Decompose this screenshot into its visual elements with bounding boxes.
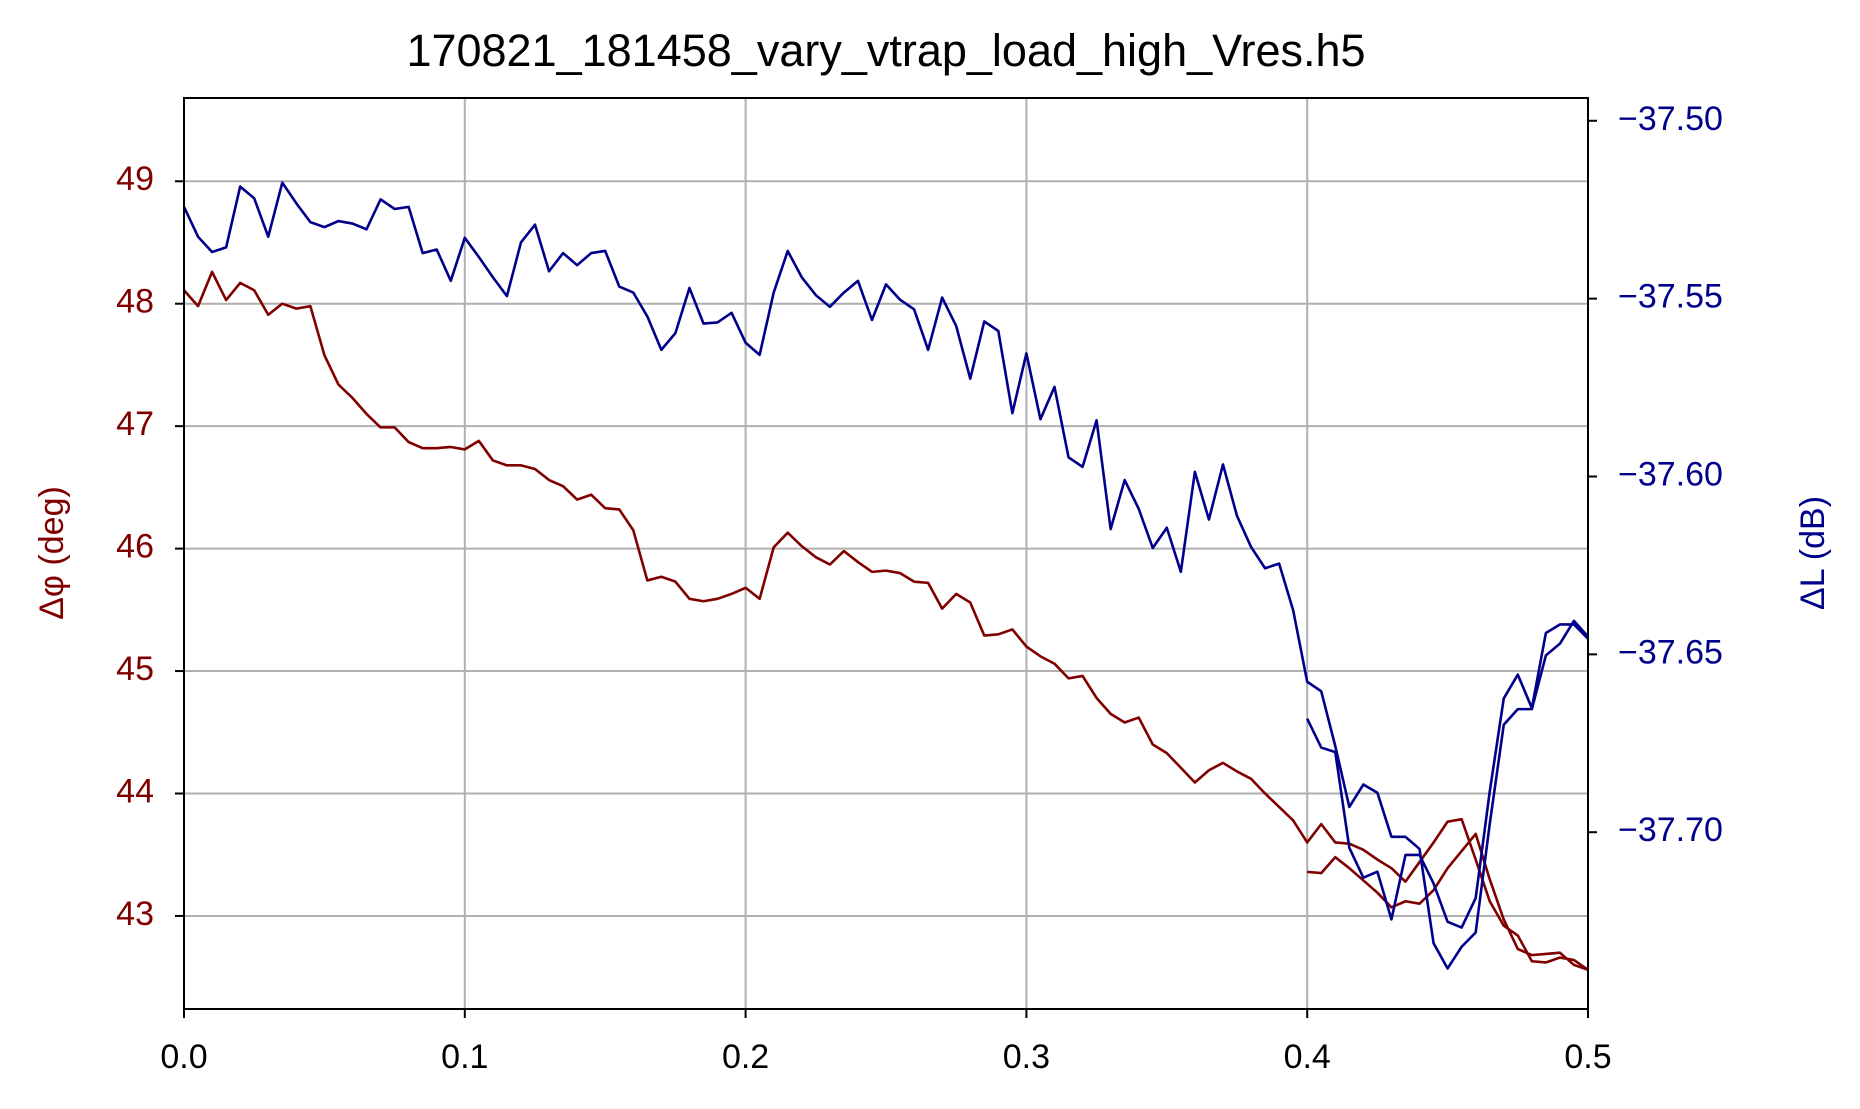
y-tick-label: 44 bbox=[116, 772, 154, 810]
y-tick-label: 43 bbox=[116, 895, 154, 933]
y-axis-label: Δφ (deg) bbox=[33, 486, 71, 620]
y2-tick-label: −37.50 bbox=[1618, 100, 1723, 138]
x-tick-label: 0.1 bbox=[441, 1038, 488, 1076]
data-line bbox=[182, 181, 1589, 970]
y-tick-label: 45 bbox=[116, 650, 154, 688]
chart-title: 170821_181458_vary_vtrap_load_high_Vres.… bbox=[406, 25, 1365, 76]
data-line bbox=[183, 270, 1589, 972]
x-tick-label: 0.5 bbox=[1564, 1038, 1611, 1076]
x-tick-label: 0.4 bbox=[1284, 1038, 1331, 1076]
x-tick-label: 0.0 bbox=[160, 1038, 207, 1076]
y2-axis-label: ΔL (dB) bbox=[1794, 496, 1832, 610]
y-tick-label: 47 bbox=[116, 405, 154, 443]
y-tick-label: 46 bbox=[116, 528, 154, 566]
y-tick-label: 49 bbox=[116, 160, 154, 198]
x-tick-label: 0.2 bbox=[722, 1038, 769, 1076]
y2-tick-label: −37.70 bbox=[1618, 811, 1723, 849]
y2-tick-label: −37.65 bbox=[1618, 633, 1723, 671]
y2-tick-label: −37.60 bbox=[1618, 455, 1723, 493]
x-tick-label: 0.3 bbox=[1003, 1038, 1050, 1076]
y2-tick-label: −37.55 bbox=[1618, 278, 1723, 316]
y-tick-label: 48 bbox=[116, 283, 154, 321]
plot-frame bbox=[183, 97, 1589, 1010]
